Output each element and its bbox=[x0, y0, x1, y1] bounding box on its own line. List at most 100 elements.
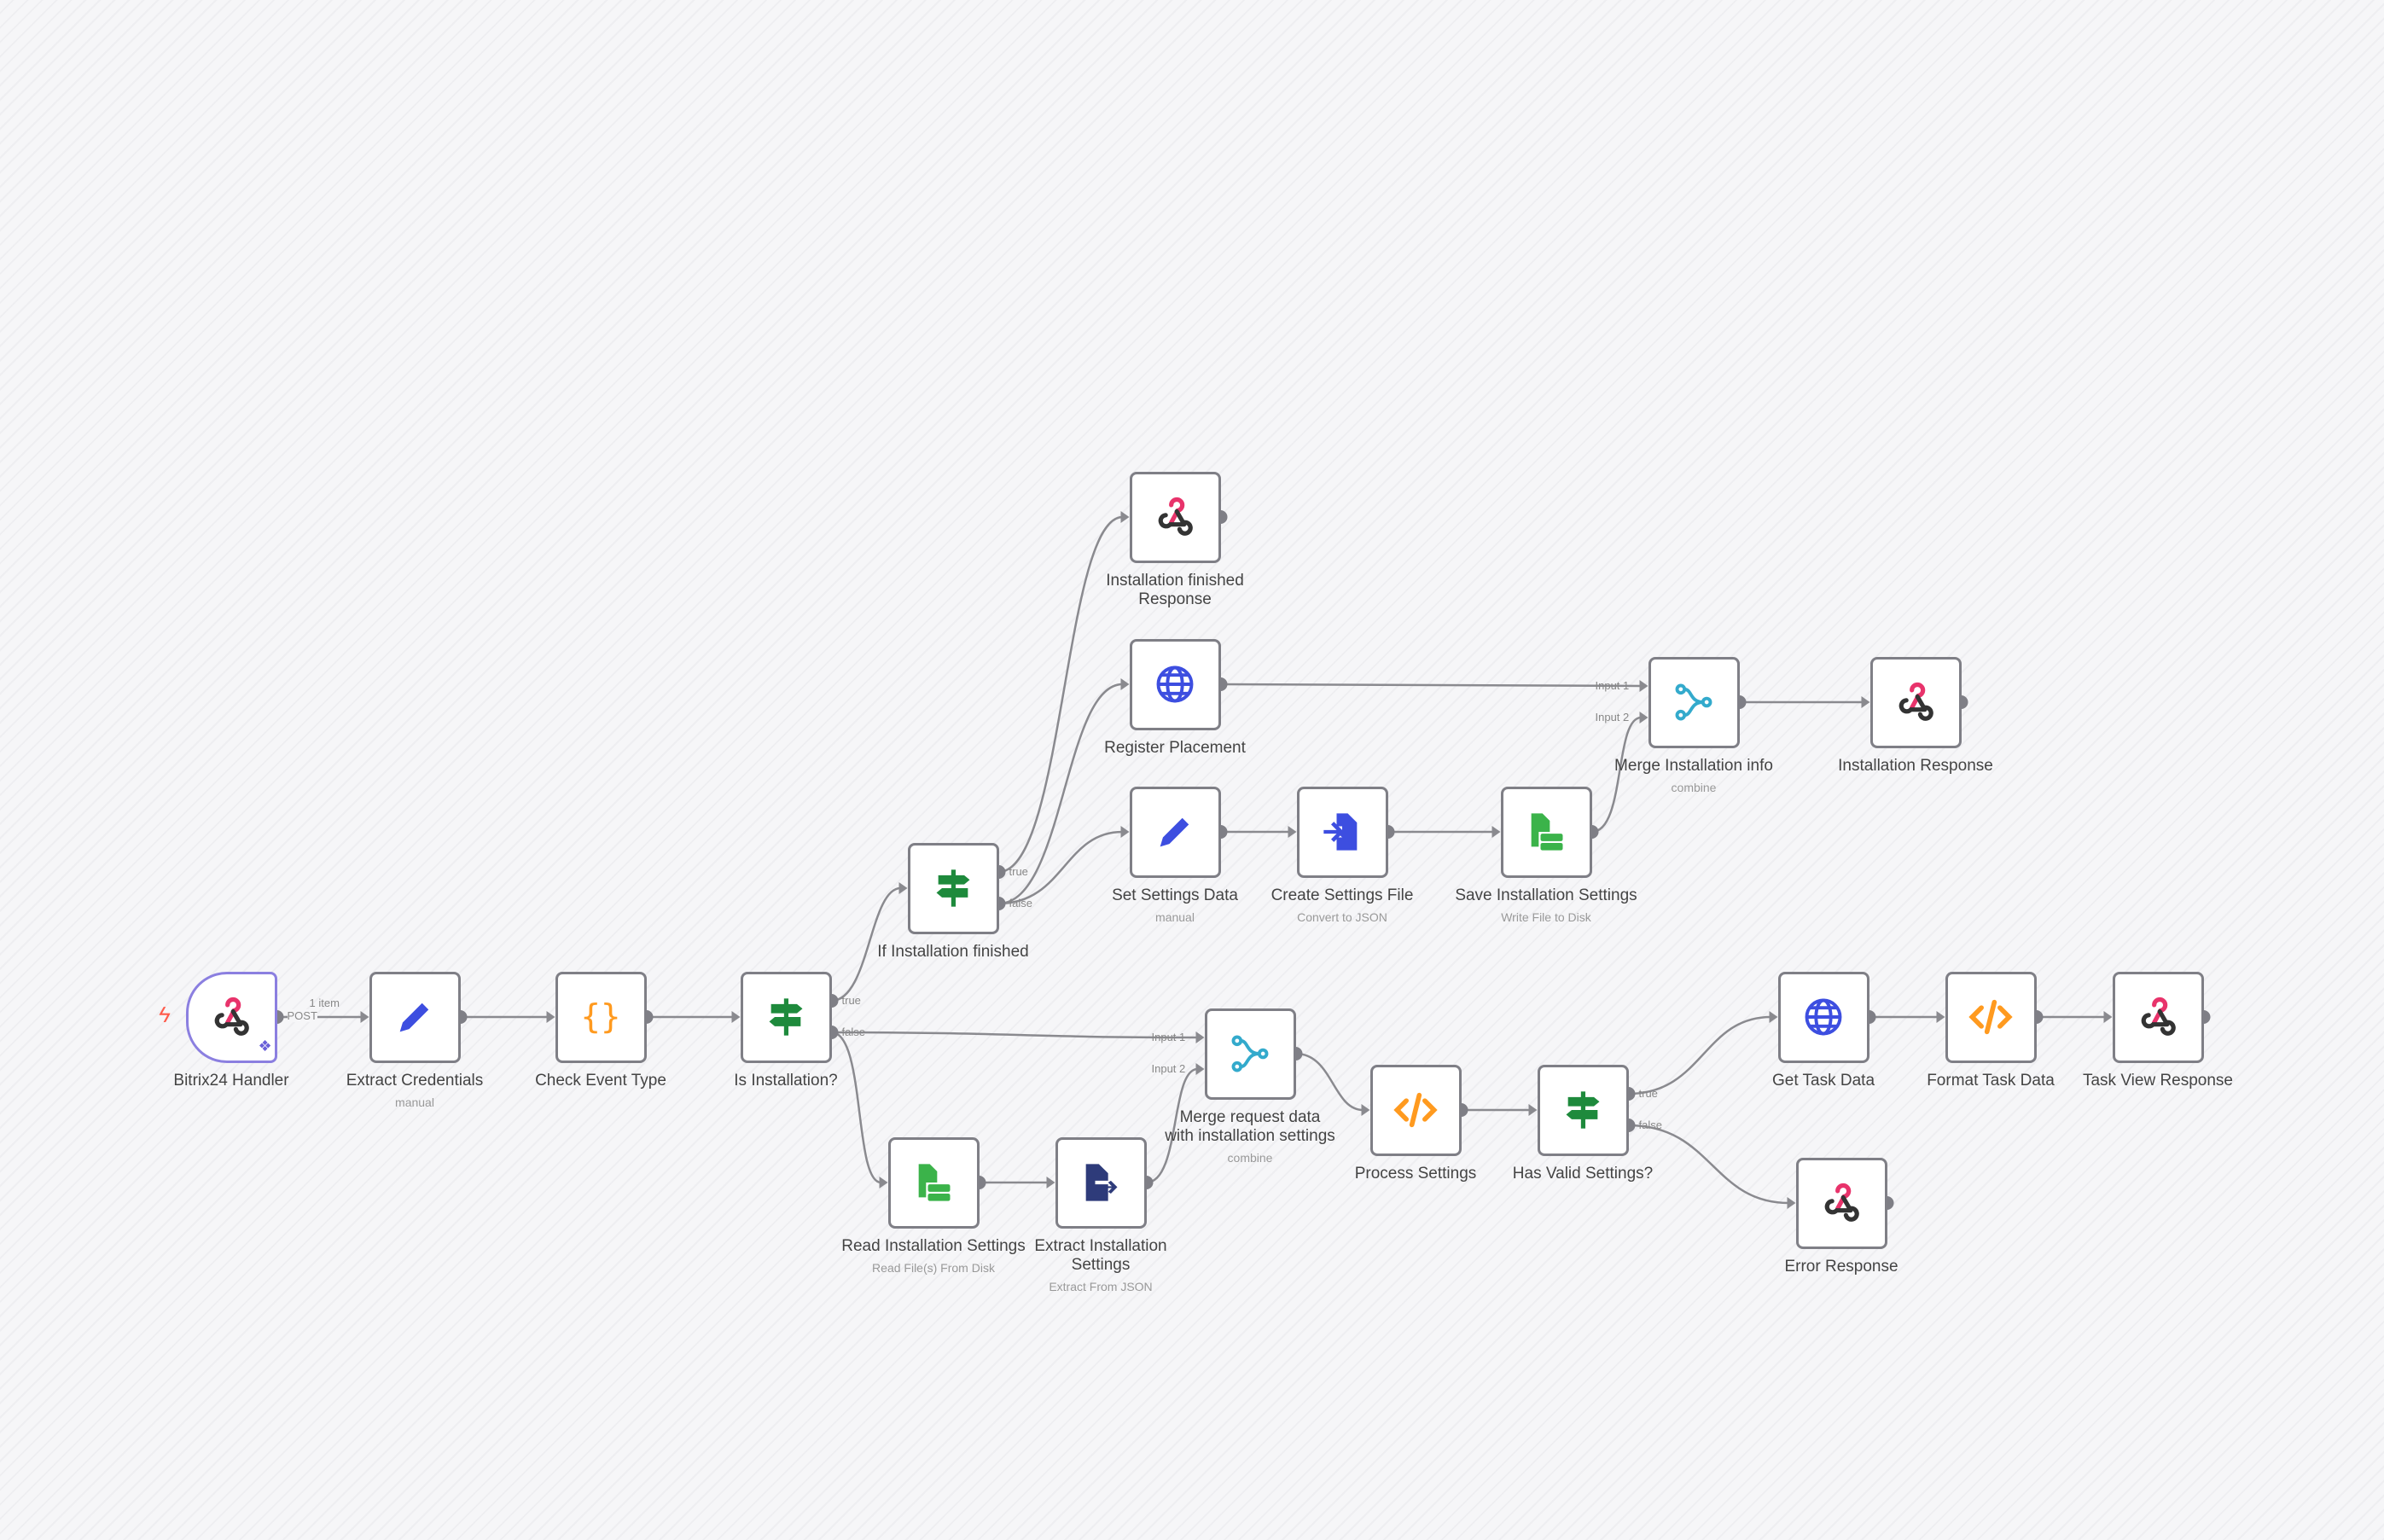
node-title: Merge Installation info bbox=[1614, 756, 1773, 775]
node-task-resp[interactable] bbox=[2112, 971, 2204, 1063]
connection-line[interactable] bbox=[1295, 1052, 1364, 1112]
node-extract-settings[interactable] bbox=[1055, 1136, 1147, 1229]
node-label: Installation Response bbox=[1813, 757, 2018, 776]
node-label: Installation finished Response bbox=[1090, 572, 1260, 609]
node-error-resp[interactable] bbox=[1795, 1157, 1887, 1249]
connection-line[interactable] bbox=[831, 886, 901, 1002]
node-extract-cred[interactable] bbox=[369, 971, 461, 1063]
node-install-resp[interactable] bbox=[1869, 656, 1962, 748]
connection-arrow bbox=[546, 1011, 555, 1023]
node-title: Installation finished Response bbox=[1106, 571, 1244, 608]
node-subtitle: combine bbox=[1227, 1150, 1273, 1165]
connection-arrow bbox=[898, 882, 908, 894]
connection-arrow bbox=[879, 1177, 888, 1188]
globe-icon bbox=[1153, 662, 1197, 706]
connection-arrow bbox=[1195, 1032, 1205, 1043]
node-process[interactable] bbox=[1369, 1064, 1462, 1156]
connection-line[interactable] bbox=[998, 515, 1123, 874]
node-bitrix[interactable] bbox=[185, 971, 277, 1063]
node-subtitle: Write File to Disk bbox=[1501, 909, 1591, 924]
file-convert-icon bbox=[1320, 810, 1364, 854]
item-count-label: 1 item bbox=[309, 997, 340, 1009]
connection-line[interactable] bbox=[831, 1031, 1198, 1039]
svg-text:{}: {} bbox=[581, 998, 621, 1037]
node-title: Error Response bbox=[1784, 1257, 1898, 1276]
input-label: Input 1 bbox=[1151, 1031, 1186, 1043]
output-label-false: false bbox=[1009, 897, 1032, 909]
node-label: Check Event Type bbox=[498, 1072, 703, 1090]
node-format-task[interactable] bbox=[1945, 971, 2037, 1063]
connection-arrow bbox=[1288, 826, 1297, 838]
node-label: Merge Installation info combine bbox=[1591, 757, 1796, 797]
node-title: Process Settings bbox=[1354, 1164, 1477, 1183]
node-label: Set Settings Data manual bbox=[1073, 886, 1277, 927]
node-title: Check Event Type bbox=[535, 1071, 666, 1090]
signpost-icon bbox=[1561, 1088, 1605, 1132]
node-subtitle: manual bbox=[395, 1095, 434, 1109]
pencil-icon bbox=[392, 995, 437, 1039]
node-check-event[interactable]: {} bbox=[555, 971, 647, 1063]
connection-line[interactable] bbox=[1220, 683, 1642, 688]
node-label: Get Task Data bbox=[1721, 1072, 1926, 1090]
node-register[interactable] bbox=[1129, 638, 1221, 730]
node-title: Set Settings Data bbox=[1112, 886, 1238, 904]
pinned-data-icon[interactable]: ❖ bbox=[258, 1037, 272, 1055]
connection-line[interactable] bbox=[831, 1031, 881, 1184]
node-label: Process Settings bbox=[1313, 1165, 1518, 1183]
node-get-task[interactable] bbox=[1777, 971, 1869, 1063]
node-title: Extract Credentials bbox=[346, 1071, 484, 1090]
connection-arrow bbox=[1639, 712, 1648, 724]
signpost-icon bbox=[764, 995, 808, 1039]
node-subtitle: Extract From JSON bbox=[1049, 1279, 1153, 1293]
node-merge-req[interactable] bbox=[1204, 1008, 1296, 1100]
globe-icon bbox=[1801, 995, 1846, 1039]
node-title: Register Placement bbox=[1104, 738, 1246, 757]
node-title: Extract Installation Settings bbox=[1034, 1236, 1167, 1274]
input-label: Input 2 bbox=[1595, 711, 1630, 724]
connection-arrow bbox=[1120, 826, 1130, 838]
webhook-icon bbox=[2136, 995, 2180, 1039]
node-label: Task View Response bbox=[2055, 1072, 2260, 1090]
node-set-settings[interactable] bbox=[1129, 786, 1221, 878]
node-label: Error Response bbox=[1739, 1258, 1944, 1276]
connection-arrow bbox=[1769, 1011, 1778, 1023]
node-save-settings[interactable] bbox=[1500, 786, 1592, 878]
node-create-file[interactable] bbox=[1296, 786, 1388, 878]
connection-line[interactable] bbox=[1591, 716, 1642, 834]
connection-line[interactable] bbox=[1628, 1124, 1789, 1205]
webhook-icon bbox=[1893, 680, 1938, 724]
output-label-true: true bbox=[1638, 1087, 1658, 1100]
node-read-settings[interactable] bbox=[887, 1136, 980, 1229]
output-label-true: true bbox=[1009, 865, 1028, 878]
node-title: Read Installation Settings bbox=[841, 1236, 1026, 1255]
node-has-valid[interactable] bbox=[1537, 1064, 1629, 1156]
node-label: Bitrix24 Handler bbox=[129, 1072, 334, 1090]
node-title: Create Settings File bbox=[1270, 886, 1414, 904]
node-label: Merge request data with installation set… bbox=[1165, 1108, 1335, 1167]
code-icon bbox=[1968, 995, 2013, 1039]
connection-line[interactable] bbox=[1628, 1015, 1771, 1095]
output-label-true: true bbox=[841, 994, 861, 1007]
node-title: Merge request data with installation set… bbox=[1165, 1107, 1335, 1145]
connection-line[interactable] bbox=[998, 830, 1123, 905]
node-finished-resp[interactable] bbox=[1129, 471, 1221, 563]
node-is-install[interactable] bbox=[740, 971, 832, 1063]
braces-icon: {} bbox=[579, 995, 623, 1039]
node-label: Is Installation? bbox=[683, 1072, 888, 1090]
node-label: Extract Credentials manual bbox=[312, 1072, 517, 1112]
pencil-icon bbox=[1153, 810, 1197, 854]
input-label: Input 1 bbox=[1595, 679, 1630, 692]
node-title: Format Task Data bbox=[1927, 1071, 2055, 1090]
connection-line[interactable] bbox=[1146, 1067, 1198, 1184]
node-merge-install[interactable] bbox=[1648, 656, 1740, 748]
connection-line[interactable] bbox=[998, 683, 1123, 905]
node-title: Is Installation? bbox=[734, 1071, 838, 1090]
node-subtitle: Convert to JSON bbox=[1297, 909, 1387, 924]
webhook-icon bbox=[1153, 495, 1197, 539]
connection-arrow bbox=[1936, 1011, 1945, 1023]
disk-file-icon bbox=[911, 1160, 956, 1205]
node-if-finished[interactable] bbox=[907, 842, 999, 934]
connection-arrow bbox=[1491, 826, 1501, 838]
